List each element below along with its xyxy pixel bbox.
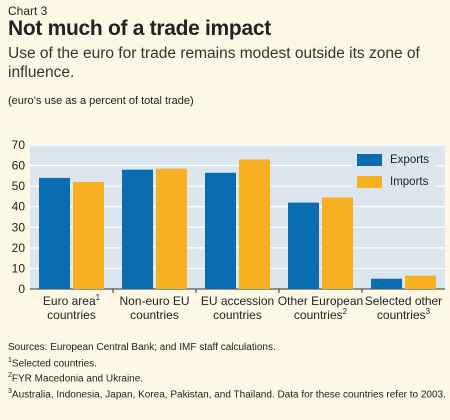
y-tick-label: 30	[12, 220, 26, 234]
sources-note: Sources: European Central Bank; and IMF …	[8, 342, 276, 353]
bar-exports-1	[122, 169, 153, 289]
y-tick-label: 60	[12, 159, 26, 173]
y-tick-label: 40	[12, 200, 26, 214]
legend-swatch-imports	[357, 176, 382, 188]
bar-exports-0	[39, 177, 70, 289]
legend-item-exports: Exports	[357, 149, 429, 171]
chart-subtitle: Use of the euro for trade remains modest…	[8, 45, 420, 81]
x-category-label: Non-euro EU	[119, 294, 189, 308]
y-tick-label: 50	[12, 179, 26, 193]
x-category-label: Selected other	[365, 294, 442, 308]
bar-imports-3	[322, 197, 353, 289]
footnote-1: 1Selected countries.	[8, 356, 97, 369]
legend-label-imports: Imports	[390, 176, 429, 188]
bar-exports-4	[371, 278, 402, 289]
x-category-label: countries2	[294, 307, 348, 322]
chart-title: Not much of a trade impact	[8, 17, 271, 40]
legend-item-imports: Imports	[357, 171, 429, 193]
legend-swatch-exports	[357, 154, 382, 166]
bar-exports-2	[205, 172, 236, 289]
unit-note: (euro’s use as a percent of total trade)	[8, 95, 194, 107]
x-category-label: countries	[47, 308, 96, 322]
x-category-label: Other European	[278, 294, 363, 308]
y-tick-label: 70	[12, 138, 26, 152]
footnote-2: 2FYR Macedonia and Ukraine.	[8, 372, 144, 385]
x-category-label: EU accession	[201, 294, 274, 308]
x-category-label: countries3	[377, 307, 431, 322]
x-category-label: Euro area1	[43, 293, 101, 308]
bar-imports-1	[156, 168, 187, 289]
x-category-label: countries	[130, 308, 179, 322]
y-tick-label: 0	[18, 282, 25, 296]
bar-imports-0	[73, 182, 104, 289]
x-category-label: countries	[213, 308, 262, 322]
bar-imports-2	[239, 159, 270, 289]
chart-legend: Exports Imports	[352, 146, 435, 196]
y-tick-label: 20	[12, 241, 26, 255]
footnote-3: 3Australia, Indonesia, Japan, Korea, Pak…	[8, 388, 446, 401]
bar-exports-3	[288, 202, 319, 289]
chart-number-label: Chart 3	[8, 4, 48, 18]
footnotes: Sources: European Central Bank; and IMF …	[8, 342, 448, 402]
y-tick-label: 10	[12, 261, 26, 275]
bar-imports-4	[405, 275, 436, 289]
legend-label-exports: Exports	[390, 154, 429, 166]
